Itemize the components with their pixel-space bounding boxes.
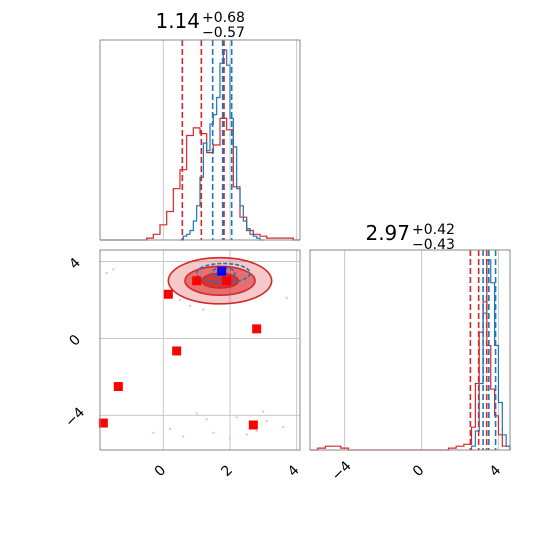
scatter-point-marker [217,266,227,276]
marginal-x-title-value: 1.14 [155,9,200,33]
marginal-x-panel: 1.14 +0.68 −0.57 [99,9,301,241]
background-sample-dot [112,268,115,271]
joint-y-tick-label: 4 [66,255,84,273]
background-sample-dot [255,429,258,432]
background-sample-dot [205,418,208,421]
marginal-x-histogram-series-1 [100,117,300,241]
marginal-x-title-minus: −0.57 [202,25,245,41]
scatter-point-marker [98,418,108,428]
background-sample-dot [235,416,238,419]
background-sample-dot [265,420,268,423]
background-sample-dot [212,431,215,434]
joint-frame [99,249,301,451]
scatter-point-marker [222,276,232,286]
joint-panel: 0 2 4 −4 0 4 [62,249,303,480]
background-sample-dot [105,271,108,275]
background-sample-dot [202,308,205,311]
background-sample-dot [152,431,155,434]
joint-y-tick-label: −4 [62,405,88,431]
marginal-y-histogram-series-1 [310,301,511,451]
marginal-y-frame [309,249,511,451]
joint-x-tick-label: 2 [218,462,236,480]
marginal-y-x-tick-label: −4 [329,458,355,484]
marginal-y-panel: 2.97 +0.42 −0.43 −4 0 4 [309,221,511,484]
joint-y-tick-label: 0 [66,332,84,350]
marginal-x-title-plus: +0.68 [202,10,245,26]
background-sample-dot [188,304,192,307]
background-sample-dot [285,296,288,300]
blue-density-contour [195,262,251,284]
marginal-y-title-value: 2.97 [365,221,410,245]
background-sample-dot [168,427,172,430]
background-sample-dot [282,425,285,429]
scatter-point-marker [192,276,202,286]
marginal-y-x-tick-label: 0 [410,462,428,480]
scatter-point-marker [248,420,258,430]
scatter-point-marker [113,382,123,392]
scatter-point-marker [252,324,262,334]
background-sample-dot [228,437,232,440]
marginal-y-title-minus: −0.43 [412,237,455,253]
marginal-y-x-tick-label: 4 [487,462,505,480]
marginal-x-frame [99,39,301,241]
marginal-x-histogram-series-2 [180,49,264,241]
background-sample-dot [195,412,198,415]
background-sample-dot [182,435,185,438]
scatter-point-marker [172,346,182,356]
scatter-point-marker [163,289,173,299]
joint-x-tick-label: 0 [152,462,170,480]
background-sample-dot [262,410,265,413]
background-sample-dot [245,433,248,436]
background-sample-dot [178,298,182,302]
joint-x-tick-label: 4 [285,462,303,480]
marginal-y-title-plus: +0.42 [412,222,455,238]
marginal-y-histogram-series-2 [470,259,511,450]
